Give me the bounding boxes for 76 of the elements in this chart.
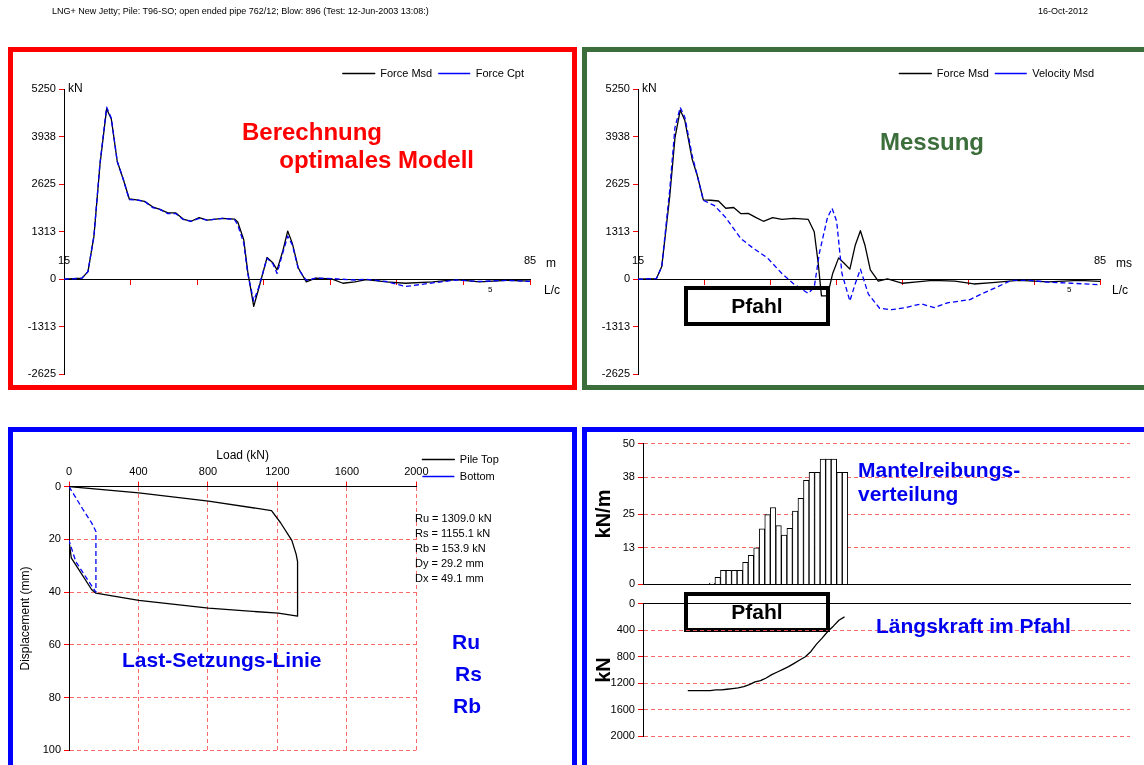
y-tick-label: -1313 — [601, 319, 630, 332]
legend-label: Pile Top — [459, 452, 499, 465]
x-tick-label: 85 — [1093, 253, 1107, 266]
y-tick-label: 38 — [622, 470, 635, 483]
y-tick-label: 0 — [628, 596, 635, 609]
annotation: Dy = 29.2 mm — [415, 557, 484, 570]
x-tick-label: 1200 — [265, 465, 290, 478]
y-tick-label: 3938 — [31, 129, 56, 142]
text: Rb — [453, 694, 481, 719]
annotation: Rs = 1155.1 kN — [415, 527, 491, 540]
x-tick-label: 2000 — [404, 465, 429, 478]
legend-label: Force Msd — [380, 66, 433, 79]
y-tick-label: 2625 — [605, 177, 630, 190]
legend-label: Velocity Msd — [1032, 66, 1094, 79]
text: 16-Oct-2012 — [1036, 6, 1088, 17]
y-tick-label: -1313 — [27, 319, 56, 332]
legend-label: Bottom — [459, 469, 495, 482]
y-axis-title: Displacement (mm) — [17, 566, 32, 671]
y-tick-label: 1313 — [31, 224, 56, 237]
y-tick-label: 25 — [622, 507, 635, 520]
x-tick-label: 1600 — [334, 465, 360, 478]
y-tick-label: 2625 — [31, 177, 56, 190]
x-tick-label: 400 — [129, 465, 148, 478]
y-tick-label: 400 — [616, 623, 635, 636]
annotation: Berechnung optimales Modell — [242, 118, 474, 174]
annotation: 5 — [488, 285, 493, 295]
text: L/c — [544, 283, 561, 298]
annotation: Last-Setzungs-Linie — [122, 648, 322, 673]
legend-label: Force Cpt — [475, 66, 525, 79]
annotation: Längskraft im Pfahl — [876, 614, 1071, 639]
label-frame: Pfahl — [684, 286, 830, 326]
x-tick-label: 800 — [198, 465, 218, 478]
legend-label: Force Msd — [936, 66, 989, 79]
y-tick-label: 60 — [48, 637, 61, 650]
y-axis-title: kN/m — [591, 489, 614, 539]
annotation: 5 — [1067, 285, 1072, 295]
annotation: Rb = 153.9 kN — [415, 542, 486, 555]
x-tick-label: 85 — [523, 253, 537, 266]
y-tick-label: 50 — [622, 436, 635, 449]
y-tick-label: 0 — [54, 479, 61, 492]
y-tick-label: 0 — [628, 577, 635, 590]
label-frame: Pfahl — [684, 592, 830, 632]
x-tick-label: 0 — [65, 465, 73, 478]
y-tick-label: 2000 — [610, 729, 635, 742]
y-tick-label: 80 — [48, 690, 61, 703]
y-tick-label: 0 — [49, 272, 56, 285]
y-tick-label: 5250 — [31, 82, 56, 95]
x-axis-title: Load (kN) — [216, 447, 270, 462]
y-tick-label: 13 — [622, 540, 635, 553]
y-tick-label: 40 — [48, 585, 61, 598]
annotation: Messung — [880, 128, 985, 156]
text: Ru — [452, 630, 480, 655]
y-tick-label: 100 — [42, 743, 61, 756]
y-tick-label: 3938 — [605, 129, 630, 142]
y-axis-title: kN — [642, 81, 657, 96]
annotation: Dx = 49.1 mm — [415, 572, 484, 585]
annotation: Ru = 1309.0 kN — [415, 512, 492, 525]
text: Rs — [455, 662, 482, 687]
annotation: Pfahl — [731, 600, 783, 624]
annotation: Mantelreibungs-verteilung — [858, 458, 1022, 507]
line-series — [69, 486, 97, 593]
y-tick-label: 1200 — [610, 676, 635, 689]
y-tick-label: -2625 — [27, 367, 56, 380]
x-axis-title: ms — [1116, 255, 1132, 270]
y-tick-label: 1600 — [610, 702, 635, 715]
y-tick-label: 5250 — [605, 82, 630, 95]
text: LNG+ New Jetty; Pile: T96-SO; open ended pipe 762/12; Blow: 896 (Test: 12-Jun-2003 13:08:) — [52, 6, 429, 17]
x-axis-title: m — [546, 255, 556, 270]
text: L/c — [1112, 283, 1129, 298]
y-tick-label: -2625 — [601, 367, 630, 380]
y-tick-label: 800 — [616, 649, 635, 662]
y-tick-label: 0 — [623, 272, 630, 285]
y-tick-label: 1313 — [605, 224, 630, 237]
annotation: Pfahl — [731, 294, 783, 318]
y-axis-title: kN — [68, 81, 83, 96]
y-tick-label: 20 — [48, 532, 61, 545]
